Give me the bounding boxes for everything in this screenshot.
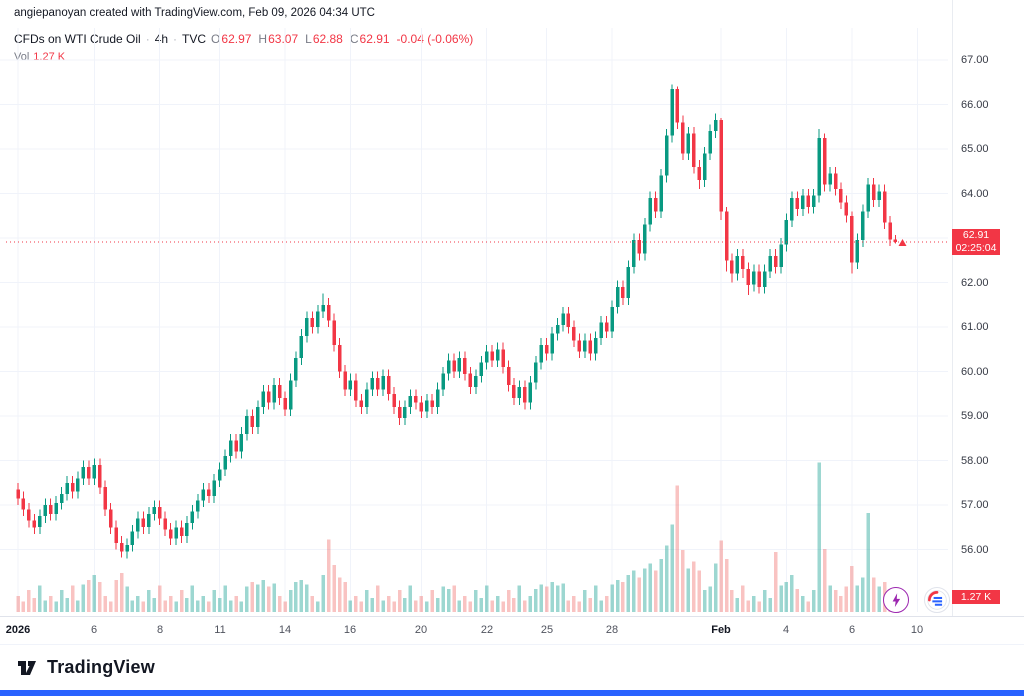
- time-axis-label: 25: [540, 624, 554, 636]
- ohlc-close: C62.91: [349, 32, 390, 46]
- price-axis[interactable]: 67.0066.0065.0064.0063.0062.0061.0060.00…: [952, 0, 1024, 616]
- price-axis-label: 66.00: [961, 99, 989, 111]
- time-axis-label: Feb: [711, 624, 731, 636]
- ohlc-low: L62.88: [305, 32, 343, 46]
- footer-bar: TradingView: [0, 644, 1024, 690]
- time-axis-label: 11: [214, 624, 226, 636]
- time-axis-label: 22: [480, 624, 494, 636]
- bar-countdown: 02:25:04: [955, 242, 997, 254]
- attribution-text: angiepanoyan created with TradingView.co…: [14, 7, 375, 19]
- time-axis-label: 2026: [5, 624, 31, 636]
- price-axis-label: 60.00: [961, 366, 989, 378]
- volume-value-badge: 1.27 K: [952, 590, 1000, 604]
- separator-dot: ·: [173, 32, 178, 46]
- last-price-value: 62.91: [962, 229, 990, 241]
- change-value: -0.04 (-0.06%): [396, 32, 474, 46]
- price-axis-label: 61.00: [961, 321, 989, 333]
- tradingview-round-logo-icon: [927, 590, 947, 610]
- time-axis-label: 28: [605, 624, 619, 636]
- last-price-badge: 62.91 02:25:04: [952, 229, 1000, 255]
- price-axis-label: 64.00: [961, 188, 989, 200]
- time-axis-label: 10: [910, 624, 924, 636]
- price-axis-label: 67.00: [961, 54, 989, 66]
- price-axis-label: 56.00: [961, 544, 989, 556]
- price-axis-label: 62.00: [961, 277, 989, 289]
- price-axis-label: 57.00: [961, 499, 989, 511]
- time-axis-label: 8: [156, 624, 164, 636]
- exchange-label: TVC: [182, 32, 207, 46]
- bottom-accent-bar: [0, 690, 1024, 696]
- price-axis-label: 59.00: [961, 410, 989, 422]
- ohlc-high: H63.07: [258, 32, 299, 46]
- lightning-bolt-icon: [892, 593, 901, 608]
- tradingview-badge-button[interactable]: [924, 587, 950, 613]
- price-axis-label: 65.00: [961, 143, 989, 155]
- candlestick-chart[interactable]: [0, 0, 952, 616]
- boost-button[interactable]: [883, 587, 909, 613]
- time-axis-label: 4: [782, 624, 790, 636]
- time-axis-label: 14: [278, 624, 292, 636]
- symbol-title[interactable]: CFDs on WTI Crude Oil: [14, 32, 141, 46]
- time-axis-label: 20: [414, 624, 428, 636]
- time-axis[interactable]: 2026 6 8 11 14 16 20 22 25 28 Feb 4 6 10: [0, 616, 1024, 644]
- time-axis-label: 16: [343, 624, 357, 636]
- ohlc-open: O62.97: [211, 32, 252, 46]
- separator-dot: ·: [145, 32, 150, 46]
- chart-legend: CFDs on WTI Crude Oil · 4h · TVC O62.97 …: [14, 32, 478, 46]
- tradingview-wordmark: TradingView: [47, 657, 155, 677]
- price-axis-label: 58.00: [961, 455, 989, 467]
- tradingview-logo-icon[interactable]: [15, 656, 39, 680]
- time-axis-label: 6: [90, 624, 98, 636]
- interval-label[interactable]: 4h: [154, 32, 169, 46]
- time-axis-label: 6: [848, 624, 856, 636]
